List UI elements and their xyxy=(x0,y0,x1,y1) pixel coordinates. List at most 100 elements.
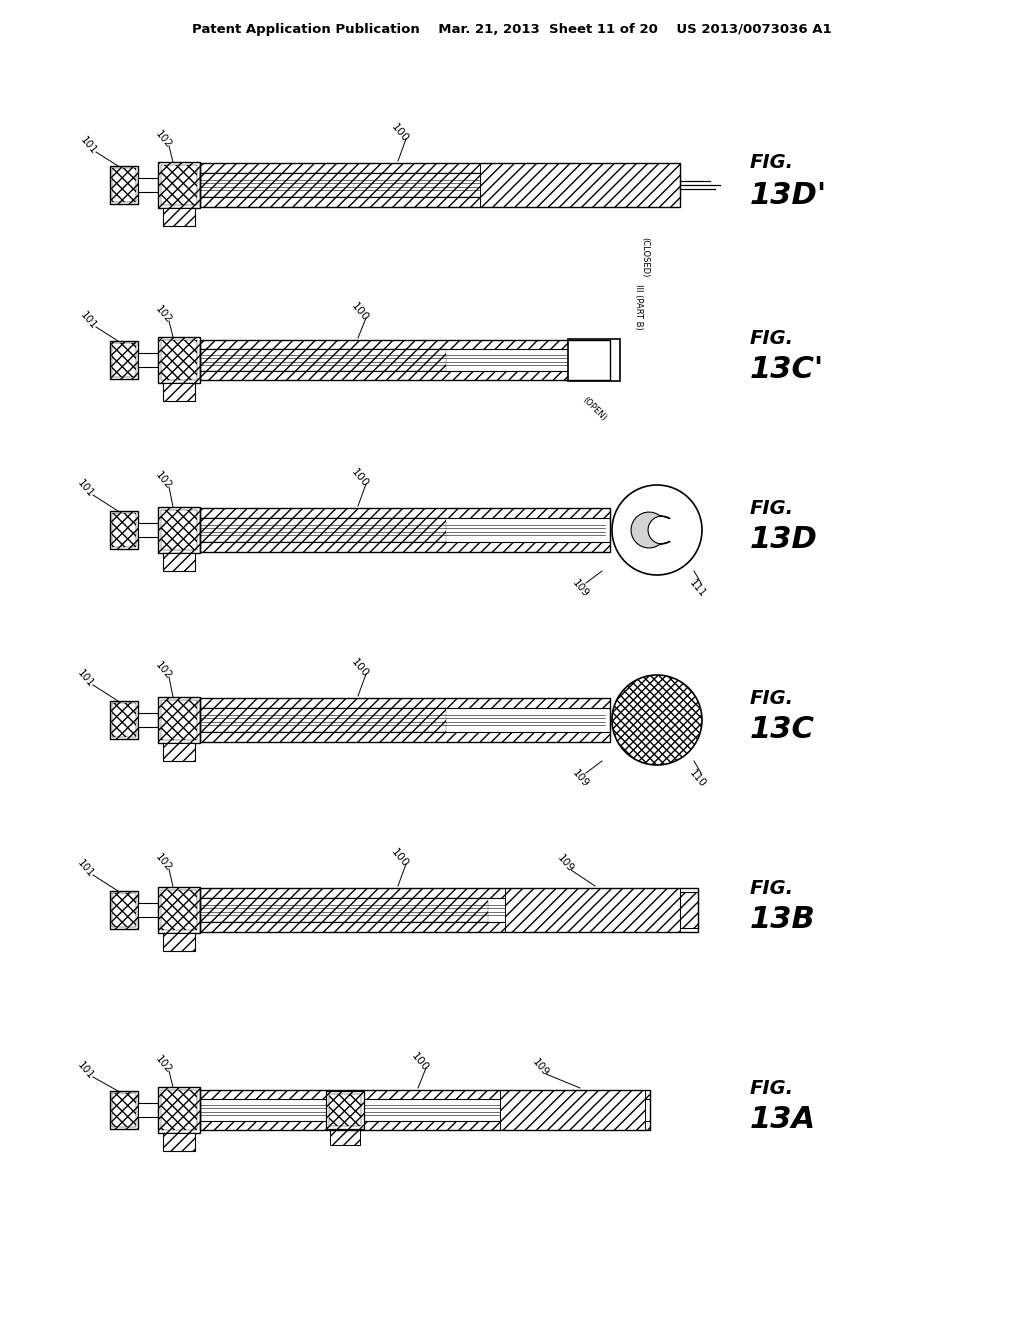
Bar xyxy=(200,341,610,380)
Bar xyxy=(568,339,620,381)
Bar xyxy=(158,887,200,933)
Bar xyxy=(330,1129,360,1144)
Bar xyxy=(110,511,138,549)
Text: 102: 102 xyxy=(153,470,173,492)
Text: 100: 100 xyxy=(389,121,411,144)
Bar xyxy=(200,543,610,552)
Text: 100: 100 xyxy=(349,467,371,490)
Bar xyxy=(200,898,488,921)
Bar xyxy=(110,166,138,205)
Bar xyxy=(200,173,680,197)
Text: 109: 109 xyxy=(555,853,575,875)
Text: 13A: 13A xyxy=(750,1106,816,1134)
Text: 101: 101 xyxy=(75,478,95,500)
Text: 111: 111 xyxy=(687,578,708,599)
Bar xyxy=(163,1133,195,1151)
Text: 102: 102 xyxy=(153,1055,173,1076)
Bar xyxy=(326,1092,364,1129)
Bar xyxy=(200,708,446,733)
Bar xyxy=(161,165,197,205)
Text: 101: 101 xyxy=(78,310,98,331)
Circle shape xyxy=(612,675,702,766)
Bar xyxy=(200,348,610,371)
Text: FIG.: FIG. xyxy=(750,499,794,517)
Bar xyxy=(138,713,158,727)
Text: Patent Application Publication    Mar. 21, 2013  Sheet 11 of 20    US 2013/00730: Patent Application Publication Mar. 21, … xyxy=(193,24,831,37)
Bar xyxy=(110,1092,138,1129)
Bar xyxy=(200,173,488,197)
Text: (CLOSED): (CLOSED) xyxy=(640,238,649,277)
Text: 100: 100 xyxy=(410,1051,430,1073)
Bar xyxy=(505,888,680,932)
Text: 13D': 13D' xyxy=(750,181,827,210)
Text: 101: 101 xyxy=(75,668,95,690)
Text: 13C: 13C xyxy=(750,715,815,744)
Bar xyxy=(158,507,200,553)
Bar xyxy=(138,352,158,367)
Text: 110: 110 xyxy=(687,768,708,789)
Bar xyxy=(112,168,136,202)
Bar xyxy=(200,508,610,517)
Bar xyxy=(138,178,158,191)
Bar xyxy=(163,743,195,762)
Bar xyxy=(200,888,680,898)
Bar xyxy=(138,903,158,917)
Text: 100: 100 xyxy=(389,846,411,870)
Bar xyxy=(138,1104,158,1117)
Bar xyxy=(161,890,197,931)
Bar xyxy=(680,892,698,928)
Text: 109: 109 xyxy=(569,578,590,599)
Bar xyxy=(161,1090,197,1130)
Bar xyxy=(163,933,195,950)
Bar xyxy=(200,348,446,371)
Text: 100: 100 xyxy=(349,657,371,680)
Circle shape xyxy=(612,484,702,576)
Bar xyxy=(112,513,136,546)
Text: III (PART B): III (PART B) xyxy=(634,284,643,330)
Bar xyxy=(200,698,610,742)
Bar xyxy=(138,523,158,537)
Text: 102: 102 xyxy=(153,304,173,326)
Bar xyxy=(158,697,200,743)
Bar xyxy=(200,898,680,921)
Bar xyxy=(200,517,610,543)
Text: (OPEN): (OPEN) xyxy=(581,395,608,422)
Bar xyxy=(200,921,680,932)
Text: 13D: 13D xyxy=(750,525,818,554)
Text: FIG.: FIG. xyxy=(750,689,794,708)
Bar xyxy=(161,510,197,550)
Bar xyxy=(161,341,197,380)
Text: 101: 101 xyxy=(75,1060,95,1082)
Text: 13C': 13C' xyxy=(750,355,824,384)
Bar xyxy=(158,337,200,383)
Bar xyxy=(163,209,195,226)
Bar xyxy=(112,704,136,737)
Bar xyxy=(161,700,197,741)
Bar xyxy=(200,1100,650,1121)
Text: 13B: 13B xyxy=(750,906,816,935)
Text: FIG.: FIG. xyxy=(750,1078,794,1097)
Bar xyxy=(163,383,195,401)
Text: 102: 102 xyxy=(153,853,173,874)
Bar xyxy=(112,894,136,927)
Bar xyxy=(200,371,610,380)
Bar xyxy=(200,1090,650,1100)
Bar xyxy=(200,698,610,708)
Text: 102: 102 xyxy=(153,660,173,681)
Bar xyxy=(112,1093,136,1127)
Bar xyxy=(200,733,610,742)
Bar xyxy=(158,1086,200,1133)
Text: FIG.: FIG. xyxy=(750,329,794,347)
Bar xyxy=(112,343,136,378)
Bar xyxy=(200,888,698,932)
Bar xyxy=(329,1094,361,1126)
Text: 109: 109 xyxy=(529,1057,550,1078)
Bar xyxy=(163,553,195,572)
Bar xyxy=(200,708,610,733)
Text: FIG.: FIG. xyxy=(750,879,794,898)
Text: 102: 102 xyxy=(153,129,173,150)
Bar xyxy=(110,341,138,379)
Bar xyxy=(500,1090,645,1130)
Bar xyxy=(158,162,200,209)
Bar xyxy=(110,701,138,739)
